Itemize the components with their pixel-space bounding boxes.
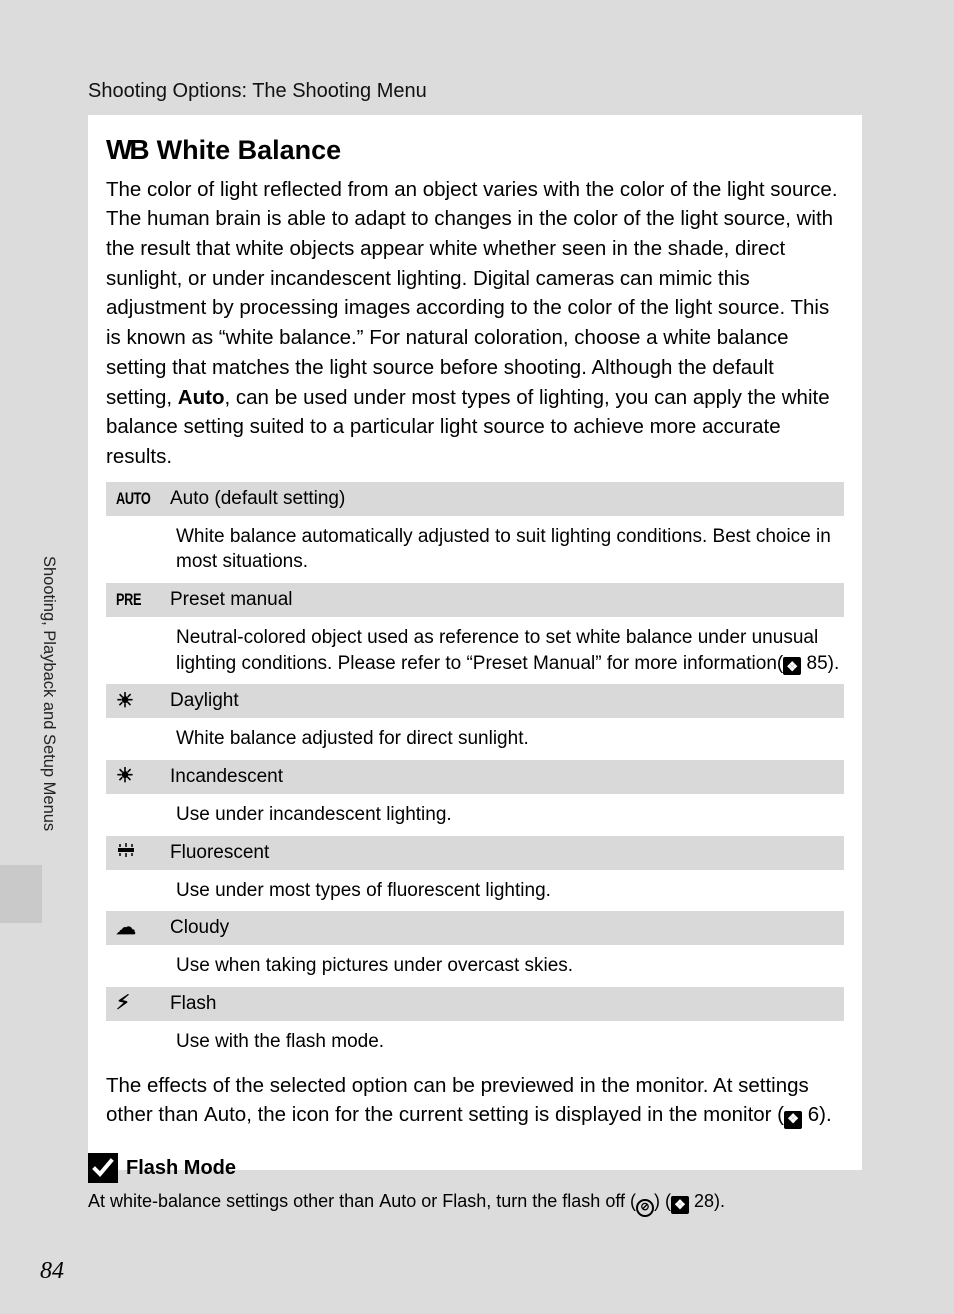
wb-option-label: Preset manual: [166, 583, 844, 617]
page-ref-icon: ❖: [671, 1196, 689, 1214]
fluorescent-icon: [116, 842, 136, 858]
wb-option-desc: Neutral-colored object used as reference…: [166, 617, 844, 684]
note-ref: 28: [694, 1191, 714, 1211]
note-block: Flash Mode At white-balance settings oth…: [88, 1153, 862, 1217]
wb-option-desc-spacer: [106, 794, 166, 836]
section-title: White Balance: [157, 134, 342, 166]
wb-option-header-row: PRE Preset manual: [106, 583, 844, 617]
wb-option-desc-row: Neutral-colored object used as reference…: [106, 617, 844, 684]
wb-option-label: Auto (default setting): [166, 482, 844, 516]
wb-option-icon-cell: [106, 836, 166, 870]
wb-option-desc-spacer: [106, 945, 166, 987]
wb-option-desc-spacer: [106, 1021, 166, 1063]
wb-option-label: Incandescent: [166, 760, 844, 794]
wb-option-icon-symbol: ☀︎: [116, 690, 134, 712]
wb-option-desc: Use under most types of fluorescent ligh…: [166, 870, 844, 912]
wb-option-desc: Use under incandescent lighting.: [166, 794, 844, 836]
wb-option-desc-row: Use under incandescent lighting.: [106, 794, 844, 836]
after-p3: ).: [819, 1103, 832, 1126]
page-ref-icon: ❖: [783, 657, 801, 675]
wb-option-label: Fluorescent: [166, 836, 844, 870]
wb-option-desc-spacer: [106, 870, 166, 912]
intro-bold-auto: Auto: [178, 386, 225, 409]
white-balance-table: AUTOAuto (default setting)White balance …: [106, 482, 844, 1063]
wb-option-icon-cell: PRE: [106, 583, 166, 617]
page-number: 84: [40, 1258, 64, 1285]
wb-option-icon-text: PRE: [116, 590, 141, 610]
wb-option-header-row: Fluorescent: [106, 836, 844, 870]
wb-option-icon-cell: AUTO: [106, 482, 166, 516]
wb-option-icon-cell: ☀︎: [106, 684, 166, 718]
intro-text-1: The color of light reflected from an obj…: [106, 178, 838, 409]
wb-option-label: Flash: [166, 987, 844, 1021]
after-table-paragraph: The effects of the selected option can b…: [106, 1071, 844, 1130]
wb-icon: WB: [106, 133, 147, 167]
breadcrumb: Shooting Options: The Shooting Menu: [88, 80, 427, 103]
wb-option-icon-cell: ☁︎: [106, 911, 166, 945]
side-section-label: Shooting, Playback and Setup Menus: [39, 556, 58, 831]
wb-option-icon-text: AUTO: [116, 489, 150, 509]
section-heading: WB White Balance: [106, 133, 844, 167]
wb-option-label: Daylight: [166, 684, 844, 718]
wb-option-desc: White balance adjusted for direct sunlig…: [166, 718, 844, 760]
wb-option-icon-symbol: ☁︎: [116, 917, 136, 939]
wb-option-desc-row: Use when taking pictures under overcast …: [106, 945, 844, 987]
wb-option-header-row: ☀︎ Incandescent: [106, 760, 844, 794]
wb-option-desc: White balance automatically adjusted to …: [166, 516, 844, 583]
wb-option-desc-spacer: [106, 718, 166, 760]
wb-option-header-row: ☁︎ Cloudy: [106, 911, 844, 945]
wb-option-desc: Use with the flash mode.: [166, 1021, 844, 1063]
wb-option-desc-row: Use under most types of fluorescent ligh…: [106, 870, 844, 912]
note-title: Flash Mode: [126, 1157, 236, 1180]
note-p2: or: [416, 1191, 442, 1211]
note-body: At white-balance settings other than Aut…: [88, 1189, 862, 1217]
page-ref-icon: ❖: [784, 1111, 802, 1129]
wb-option-icon-cell: ⚡︎: [106, 987, 166, 1021]
wb-option-header-row: ⚡︎ Flash: [106, 987, 844, 1021]
note-p1: At white-balance settings other than: [88, 1191, 379, 1211]
wb-option-label: Cloudy: [166, 911, 844, 945]
note-p3: , turn the flash off (: [486, 1191, 636, 1211]
wb-option-desc-row: White balance adjusted for direct sunlig…: [106, 718, 844, 760]
wb-option-header-row: ☀︎ Daylight: [106, 684, 844, 718]
after-p2: , the icon for the current setting is di…: [246, 1103, 784, 1126]
wb-option-icon-symbol: ☀︎: [116, 765, 134, 787]
wb-option-header-row: AUTO Auto (default setting): [106, 482, 844, 516]
wb-option-desc: Use when taking pictures under overcast …: [166, 945, 844, 987]
side-tab-marker: [0, 865, 42, 923]
content-area: WB White Balance The color of light refl…: [88, 115, 862, 1170]
note-title-row: Flash Mode: [88, 1153, 862, 1183]
wb-option-icon-cell: ☀︎: [106, 760, 166, 794]
wb-option-desc-row: Use with the flash mode.: [106, 1021, 844, 1063]
note-b2: Flash: [442, 1191, 486, 1211]
check-icon: [88, 1153, 118, 1183]
wb-option-desc-spacer: [106, 516, 166, 583]
after-ref: 6: [808, 1103, 819, 1126]
wb-option-desc-row: White balance automatically adjusted to …: [106, 516, 844, 583]
page: Shooting Options: The Shooting Menu Shoo…: [0, 0, 954, 1314]
flash-off-icon: ⊘: [636, 1199, 654, 1217]
note-b1: Auto: [379, 1191, 416, 1211]
note-p5: ).: [714, 1191, 725, 1211]
note-p4: ) (: [654, 1191, 671, 1211]
wb-option-icon-symbol: ⚡︎: [116, 992, 130, 1014]
after-bold: Auto: [204, 1103, 246, 1126]
wb-option-desc-spacer: [106, 617, 166, 684]
intro-paragraph: The color of light reflected from an obj…: [106, 175, 844, 472]
